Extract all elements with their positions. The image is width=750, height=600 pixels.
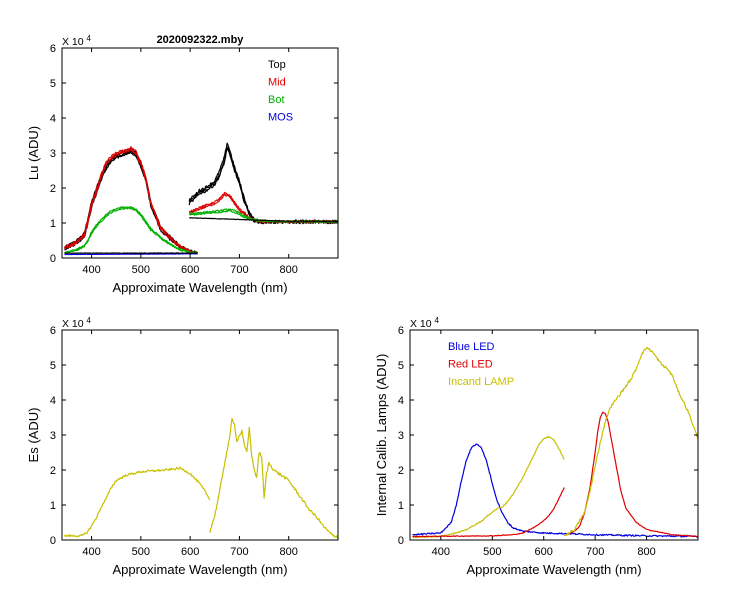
series-line-top-2 [64,150,198,255]
x-tick-label: 400 [432,546,450,558]
y-tick-label: 4 [50,395,56,407]
y-tick-label: 6 [50,43,56,55]
series-line-red-led-1 [412,487,565,538]
series-line-incand-lamp-2 [564,347,698,537]
x-tick-label: 800 [280,546,298,558]
plot-frame [61,329,339,541]
y-tick-label: 5 [50,78,56,90]
es-chart-panel: 400 500 600 700 800 0 1 2 3 4 5 6 X 10 4 Approximate … [26,316,339,577]
y-tick-label: 6 [50,325,56,337]
y-tick-label: 0 [398,535,404,547]
x-axis-label: Approximate Wavelength (nm) [112,562,287,577]
series-line-mid-r1 [188,191,338,223]
y-tick-label: 1 [50,500,56,512]
series-line-mos [64,253,198,256]
legend-entry-red-led: Red LED [448,359,493,371]
x-tick-label: 600 [535,546,553,558]
series-line-blue-led [412,443,698,538]
x-tick-label: 500 [132,546,150,558]
y-axis-label: Internal Calib. Lamps (ADU) [374,354,389,517]
y-tick-label: 0 [50,253,56,265]
y-tick-label: 0 [50,535,56,547]
series-line-es-2 [209,418,338,539]
series-line-es-1 [63,466,211,538]
series-group [63,142,338,256]
y-axis-label: Lu (ADU) [26,126,41,180]
y-tick-label: 5 [50,360,56,372]
series-line-top-rb [189,217,338,222]
x-tick-label: 700 [230,264,248,276]
x-tick-label: 800 [637,546,655,558]
y-multiplier-label: X 10 4 [62,34,92,48]
legend-entry-incand-lamp: Incand LAMP [448,376,514,388]
series-line-mid-1 [64,146,198,254]
plot-frame [61,47,339,259]
legend-entry-mid: Mid [268,77,286,89]
y-multiplier-label: X 10 4 [410,316,440,330]
x-axis-label: Approximate Wavelength (nm) [112,280,287,295]
lu-chart-panel: 400 500 600 700 800 0 1 2 3 4 5 6 X 10 4 2020092322.m… [26,34,339,295]
y-tick-label: 3 [50,148,56,160]
x-tick-label: 500 [132,264,150,276]
y-tick-label: 2 [398,465,404,477]
y-tick-label: 1 [50,218,56,230]
x-tick-label: 400 [82,264,100,276]
legend-entry-top: Top [268,59,286,71]
y-tick-label: 6 [398,325,404,337]
legend-entry-blue-led: Blue LED [448,341,495,353]
x-tick-label: 600 [181,264,199,276]
x-tick-label: 800 [280,264,298,276]
y-tick-label: 2 [50,465,56,477]
y-tick-label: 2 [50,183,56,195]
calib-lamps-chart-panel: 400 500 600 700 800 0 1 2 3 4 5 6 X 10 4 Approximate … [374,316,699,577]
legend-entry-bot: Bot [268,94,285,106]
series-group [412,347,698,539]
series-line-bot-2 [64,207,198,255]
x-tick-label: 600 [181,546,199,558]
x-axis-label: Approximate Wavelength (nm) [466,562,641,577]
x-tick-label: 400 [82,546,100,558]
y-axis-label: Es (ADU) [26,408,41,463]
y-tick-label: 3 [398,430,404,442]
y-tick-label: 4 [50,113,56,125]
x-tick-label: 500 [483,546,501,558]
series-line-top-3 [64,150,198,255]
y-tick-label: 1 [398,500,404,512]
y-tick-label: 4 [398,395,404,407]
series-line-bot-1 [64,206,198,254]
chart-title: 2020092322.mby [157,34,245,46]
series-line-mid-2 [63,148,199,255]
series-line-red-led-2 [564,411,698,538]
x-tick-label: 700 [230,546,248,558]
series-line-top-r1 [188,142,338,224]
y-multiplier-label: X 10 4 [62,316,92,330]
x-tick-label: 700 [586,546,604,558]
legend-entry-mos: MOS [268,112,293,124]
y-tick-label: 3 [50,430,56,442]
series-group [63,418,338,539]
y-tick-label: 5 [398,360,404,372]
